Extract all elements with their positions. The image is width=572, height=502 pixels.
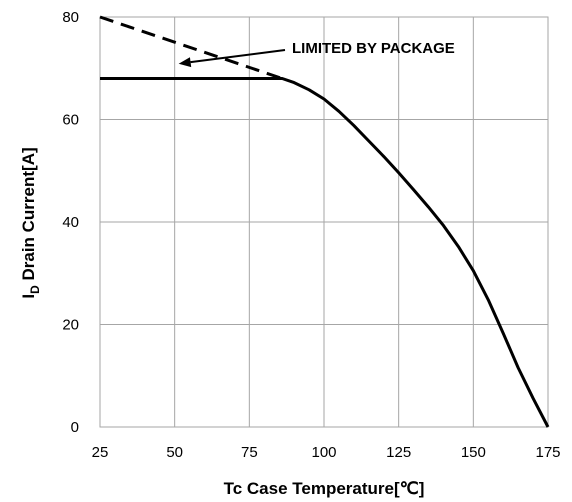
y-axis-title: ID Drain Current[A] — [19, 147, 42, 298]
y-tick-label: 80 — [62, 9, 79, 26]
x-tick-label: 150 — [461, 444, 486, 461]
y-axis-ticks: 0 20 40 60 80 — [62, 9, 79, 436]
x-tick-label: 100 — [311, 444, 336, 461]
y-axis-title-rest: Drain Current[A] — [19, 147, 38, 285]
x-tick-label: 75 — [241, 444, 258, 461]
series-line-solid — [100, 77, 550, 428]
x-tick-label: 125 — [386, 444, 411, 461]
annotation-label: LIMITED BY PACKAGE — [292, 40, 455, 57]
annotation-arrowhead — [178, 57, 192, 68]
x-tick-label: 25 — [92, 444, 109, 461]
x-tick-label: 175 — [535, 444, 560, 461]
series-layer — [99, 15, 550, 428]
plot-frame — [99, 16, 549, 428]
x-tick-label: 50 — [166, 444, 183, 461]
y-axis-title-subscript: D — [28, 285, 42, 294]
annotation-arrow — [190, 49, 286, 64]
y-tick-label: 20 — [62, 317, 79, 334]
x-axis-ticks: 25 50 75 100 125 150 175 — [92, 444, 561, 461]
y-tick-label: 0 — [71, 419, 79, 436]
y-tick-label: 60 — [62, 112, 79, 129]
y-tick-label: 40 — [62, 214, 79, 231]
y-axis-title-main: I — [19, 294, 38, 299]
annotation-layer: LIMITED BY PACKAGE — [178, 40, 455, 68]
series-line-dashed — [99, 15, 283, 80]
x-axis-title: Tc Case Temperature[℃] — [224, 479, 425, 498]
